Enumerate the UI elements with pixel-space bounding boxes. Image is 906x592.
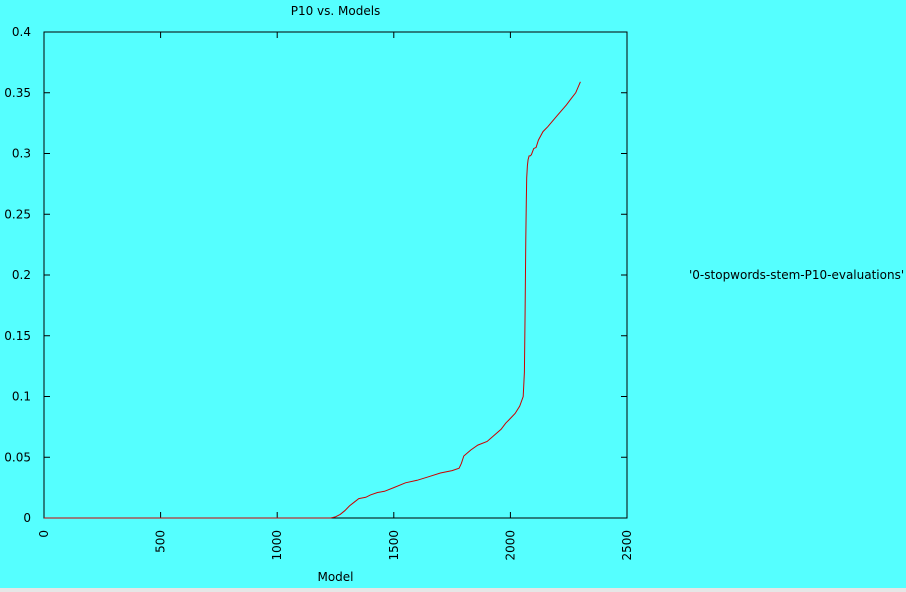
y-tick-label: 0 xyxy=(23,511,31,525)
plot-frame xyxy=(43,31,628,519)
x-axis-label: Model xyxy=(317,570,353,584)
y-tick-label: 0.05 xyxy=(4,450,31,464)
y-tick-label: 0.25 xyxy=(4,207,31,221)
x-tick-label: 1500 xyxy=(387,530,401,561)
bottom-bar xyxy=(0,588,906,592)
y-tick-label: 0.15 xyxy=(4,329,31,343)
series-line xyxy=(44,81,581,519)
y-tick-label: 0.3 xyxy=(12,147,31,161)
y-axis: 0 0.05 0.1 0.15 0.2 0.25 0.3 0.35 0.4 xyxy=(4,25,627,525)
x-tick-label: 1000 xyxy=(270,530,284,561)
x-tick-label: 2000 xyxy=(503,530,517,561)
y-tick-label: 0.2 xyxy=(12,268,31,282)
chart-title: P10 vs. Models xyxy=(291,4,381,18)
legend-label: '0-stopwords-stem-P10-evaluations' xyxy=(689,268,904,282)
y-tick-label: 0.1 xyxy=(12,390,31,404)
y-tick-label: 0.4 xyxy=(12,25,31,39)
x-tick-label: 2500 xyxy=(620,530,634,561)
y-tick-label: 0.35 xyxy=(4,86,31,100)
x-tick-label: 500 xyxy=(154,530,168,553)
x-axis: 0 500 1000 1500 2000 2500 xyxy=(37,32,634,561)
x-tick-label: 0 xyxy=(37,530,51,538)
